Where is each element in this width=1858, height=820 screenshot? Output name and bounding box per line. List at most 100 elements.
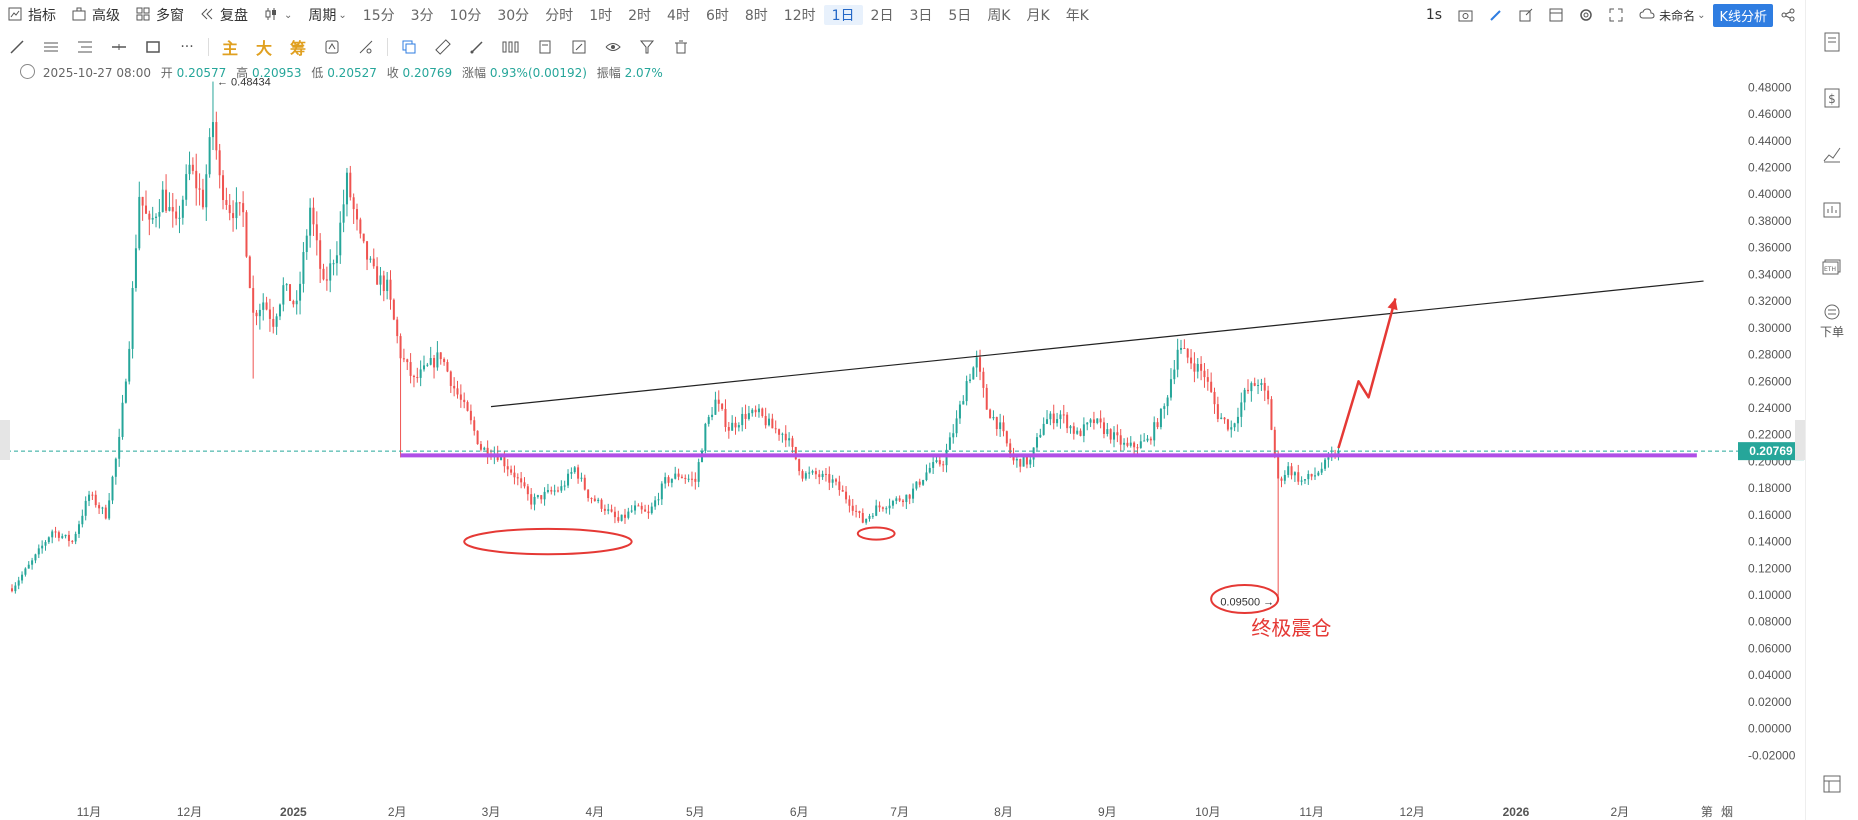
period-option[interactable]: 1日 (823, 5, 863, 25)
gear-icon[interactable] (1571, 2, 1601, 28)
period-option[interactable]: 3分 (410, 8, 434, 24)
annotation-text: 终极震仓 (1251, 616, 1331, 640)
share-icon[interactable] (1781, 2, 1805, 28)
price-chart[interactable]: 0.48000 0.46000 0.44000 0.42000 0.40000 0.380… (0, 70, 1805, 820)
analytics-icon[interactable] (1806, 182, 1858, 238)
main-indicator-toggle[interactable]: 主 (221, 39, 238, 58)
pencil-icon[interactable] (1481, 2, 1511, 28)
candle-body (567, 473, 570, 486)
interval-label[interactable]: 1s (1425, 7, 1443, 23)
more-tools-icon[interactable]: ··· (180, 39, 194, 55)
period-option[interactable]: 2日 (870, 8, 894, 24)
y-tick-label: 0.42000 (1748, 161, 1792, 175)
candle-body (962, 401, 965, 405)
horizontal-line-tool-icon[interactable] (102, 32, 136, 62)
eraser-icon[interactable] (349, 32, 383, 62)
parallel-channel-tool-icon[interactable] (34, 32, 68, 62)
candle-body (824, 473, 827, 475)
period-option[interactable]: 12时 (783, 8, 816, 24)
order-button[interactable]: 下单 (1806, 294, 1858, 350)
candle-body (1022, 456, 1025, 467)
candle-body (1190, 357, 1193, 364)
eye-icon[interactable] (596, 32, 630, 62)
y-tick-label: 0.06000 (1748, 641, 1792, 655)
x-tick-label: 12月 (177, 805, 202, 819)
period-dropdown[interactable]: 周期 ⌄ (300, 2, 354, 28)
period-option[interactable]: 周K (987, 8, 1011, 24)
right-collapse-handle[interactable] (1795, 420, 1805, 460)
external-window-icon[interactable] (1511, 2, 1541, 28)
svg-text:ETH: ETH (1824, 266, 1836, 273)
chevron-down-icon: ⌄ (284, 9, 293, 21)
layout-icon[interactable] (1541, 2, 1571, 28)
left-collapse-handle[interactable] (0, 420, 10, 460)
candle-body (419, 369, 422, 378)
kline-analysis-button[interactable]: K线分析 (1713, 3, 1773, 27)
eye-toggle-icon[interactable] (20, 64, 35, 79)
candle-body (332, 263, 335, 265)
period-option[interactable]: 1时 (589, 8, 613, 24)
candle-body (289, 284, 292, 301)
replay-button[interactable]: 复盘 (192, 2, 256, 28)
edit-icon[interactable] (562, 32, 596, 62)
period-option[interactable]: 5日 (948, 8, 972, 24)
candle-body (1240, 402, 1243, 417)
chips-toggle[interactable]: 筹 (289, 39, 306, 58)
cloud-layout-button[interactable]: 未命名 ⌄ (1631, 2, 1713, 28)
document-icon[interactable] (1806, 14, 1858, 70)
filter-icon[interactable] (630, 32, 664, 62)
period-option[interactable]: 30分 (497, 8, 530, 24)
trend-chart-icon[interactable] (1806, 126, 1858, 182)
indicator-button[interactable]: 指标 (0, 2, 64, 28)
pattern-icon[interactable] (494, 32, 528, 62)
candle-body (456, 388, 459, 395)
eth-icon[interactable]: ETH (1806, 238, 1858, 294)
note-icon[interactable] (528, 32, 562, 62)
candle-body (861, 512, 864, 523)
period-option[interactable]: 年K (1065, 8, 1089, 24)
dollar-icon[interactable]: $ (1806, 70, 1858, 126)
candle-body (302, 252, 305, 284)
period-option[interactable]: 8时 (744, 8, 768, 24)
candle-body (798, 459, 801, 472)
candle-body (1072, 426, 1075, 434)
fullscreen-icon[interactable] (1601, 2, 1631, 28)
candle-body (1186, 348, 1189, 358)
candle-body (992, 417, 995, 419)
period-option[interactable]: 3日 (909, 8, 933, 24)
fibonacci-tool-icon[interactable] (68, 32, 102, 62)
candle-body (118, 436, 121, 459)
period-option[interactable]: 月K (1026, 8, 1050, 24)
layout-name: 未命名 (1659, 8, 1696, 23)
candle-body (128, 348, 131, 382)
trendline-tool-icon[interactable] (0, 32, 34, 62)
candle-body (918, 481, 921, 485)
copy-icon[interactable] (392, 32, 426, 62)
candle-body (299, 283, 302, 301)
advanced-button[interactable]: 高级 (64, 2, 128, 28)
trash-icon[interactable] (664, 32, 698, 62)
candle-body (603, 508, 606, 511)
multiwindow-button[interactable]: 多窗 (128, 2, 192, 28)
candle-body (831, 479, 834, 483)
panel-layout-icon[interactable] (1806, 756, 1858, 812)
big-order-toggle[interactable]: 大 (255, 39, 272, 58)
period-option[interactable]: 2时 (628, 8, 652, 24)
candle-body (908, 494, 911, 499)
candle-body (536, 495, 539, 497)
candle-body (845, 491, 848, 500)
period-option[interactable]: 分时 (545, 8, 574, 24)
x-tick-label: 2025 (280, 805, 307, 819)
camera-icon[interactable] (1450, 2, 1481, 28)
brush-icon[interactable] (460, 32, 494, 62)
candle-body (1146, 438, 1149, 441)
rectangle-tool-icon[interactable] (136, 32, 170, 62)
high-label: 高 (236, 66, 249, 80)
period-option[interactable]: 10分 (449, 8, 482, 24)
period-option[interactable]: 15分 (362, 8, 395, 24)
chart-type-button[interactable]: ⌄ (256, 2, 300, 28)
ruler-icon[interactable] (426, 32, 460, 62)
period-option[interactable]: 6时 (705, 8, 729, 24)
magnet-icon[interactable] (315, 32, 349, 62)
period-option[interactable]: 4时 (667, 8, 690, 24)
